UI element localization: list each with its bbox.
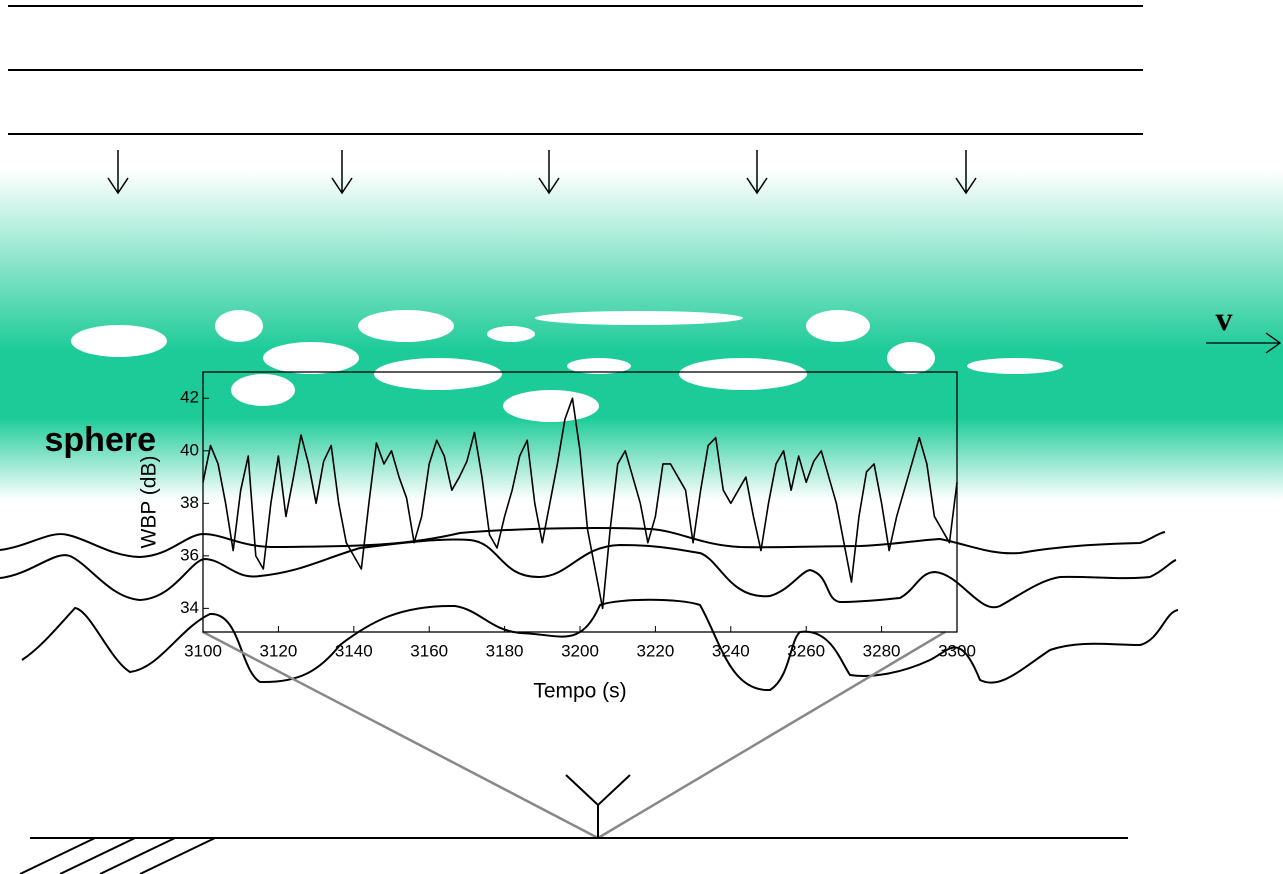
velocity-label: v [1216,301,1233,338]
x-tick-label: 3220 [636,641,674,660]
x-tick-label: 3140 [335,641,373,660]
irregularities [71,310,1063,422]
x-tick-label: 3300 [938,641,976,660]
layer-lines [8,5,1143,135]
data-line [202,397,958,610]
x-axis-label: Tempo (s) [533,680,626,703]
y-tick-label: 40 [180,440,199,459]
x-tick-label: 3160 [410,641,448,660]
x-tick-label: 3260 [787,641,825,660]
x-tick-label: 3240 [712,641,750,660]
ionosphere-band [0,170,1283,500]
y-tick-label: 34 [180,598,199,617]
incident-arrows [107,150,977,195]
x-tick-label: 3280 [863,641,901,660]
y-axis-label: WBP (dB) [138,456,161,549]
region-label: sphere [45,421,157,459]
x-tick-label: 3120 [259,641,297,660]
y-tick-label: 36 [180,545,199,564]
velocity-arrow [1206,332,1282,354]
wavefronts [0,527,1179,692]
x-tick-label: 3100 [184,641,222,660]
x-tick-label: 3180 [486,641,524,660]
ray-paths [202,630,946,840]
y-tick-label: 42 [180,388,199,407]
ground [19,774,1128,874]
y-tick-label: 38 [180,493,199,512]
x-tick-label: 3200 [561,641,599,660]
